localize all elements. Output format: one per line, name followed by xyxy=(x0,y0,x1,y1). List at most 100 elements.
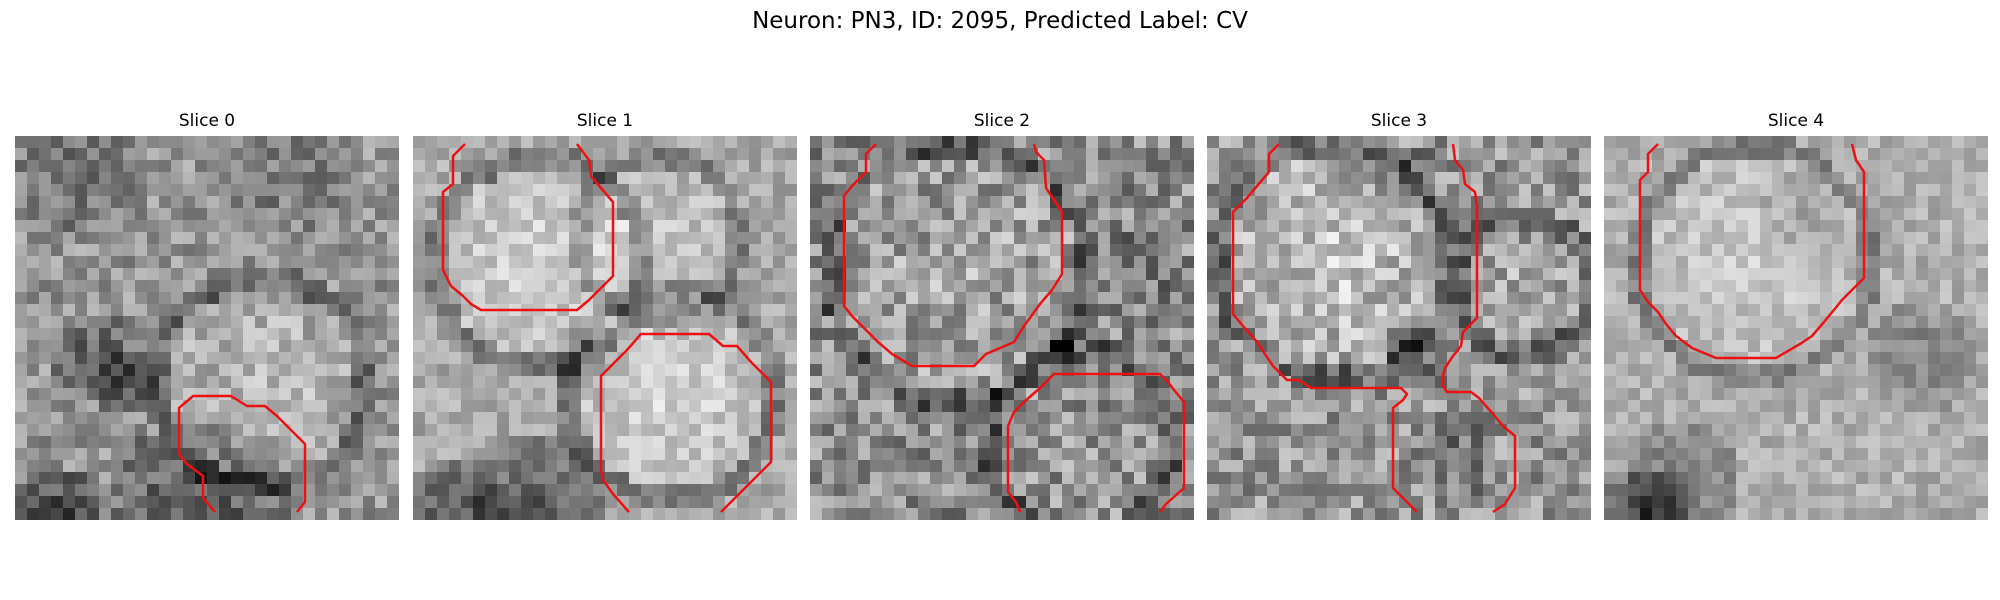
pixel xyxy=(99,268,111,280)
pixel xyxy=(569,184,581,196)
pixel xyxy=(761,340,773,352)
pixel xyxy=(749,388,761,400)
pixel xyxy=(737,208,749,220)
pixel xyxy=(1640,232,1652,244)
pixel xyxy=(1519,184,1531,196)
pixel xyxy=(629,364,641,376)
pixel xyxy=(75,448,87,460)
pixel xyxy=(1207,412,1219,424)
pixel xyxy=(1038,256,1050,268)
pixel xyxy=(1158,268,1170,280)
pixel xyxy=(1880,196,1892,208)
pixel xyxy=(1038,172,1050,184)
pixel xyxy=(1351,244,1363,256)
pixel xyxy=(569,256,581,268)
pixel xyxy=(1964,340,1976,352)
pixel xyxy=(822,172,834,184)
pixel xyxy=(725,208,737,220)
pixel xyxy=(569,220,581,232)
pixel xyxy=(303,340,315,352)
pixel xyxy=(1772,244,1784,256)
pixel xyxy=(1315,244,1327,256)
pixel xyxy=(1964,136,1976,148)
pixel xyxy=(1676,400,1688,412)
pixel xyxy=(111,460,123,472)
pixel xyxy=(1964,220,1976,232)
pixel xyxy=(473,364,485,376)
pixel xyxy=(1519,256,1531,268)
pixel xyxy=(123,352,135,364)
pixel xyxy=(1255,400,1267,412)
pixel xyxy=(1315,364,1327,376)
pixel xyxy=(123,460,135,472)
pixel xyxy=(39,496,51,508)
pixel xyxy=(291,496,303,508)
pixel xyxy=(870,424,882,436)
pixel xyxy=(810,328,822,340)
pixel xyxy=(1327,484,1339,496)
pixel xyxy=(1760,172,1772,184)
pixel xyxy=(1375,292,1387,304)
pixel xyxy=(1700,448,1712,460)
pixel xyxy=(1255,160,1267,172)
pixel xyxy=(1423,184,1435,196)
pixel xyxy=(1784,280,1796,292)
pixel xyxy=(1531,232,1543,244)
pixel xyxy=(978,244,990,256)
pixel xyxy=(63,220,75,232)
pixel xyxy=(15,424,27,436)
pixel xyxy=(1315,136,1327,148)
pixel xyxy=(701,280,713,292)
pixel xyxy=(1375,400,1387,412)
pixel xyxy=(159,136,171,148)
pixel xyxy=(1664,460,1676,472)
pixel xyxy=(51,472,63,484)
pixel xyxy=(1604,136,1616,148)
pixel xyxy=(303,304,315,316)
pixel xyxy=(75,244,87,256)
pixel xyxy=(1832,364,1844,376)
pixel xyxy=(1928,328,1940,340)
pixel xyxy=(689,148,701,160)
pixel xyxy=(1014,148,1026,160)
pixel xyxy=(27,136,39,148)
pixel xyxy=(1327,364,1339,376)
pixel xyxy=(1664,448,1676,460)
pixel xyxy=(1134,316,1146,328)
pixel xyxy=(725,400,737,412)
pixel xyxy=(1724,184,1736,196)
contour-line xyxy=(842,143,1064,368)
pixel xyxy=(1952,136,1964,148)
pixel xyxy=(1158,232,1170,244)
pixel xyxy=(375,496,387,508)
pixel xyxy=(894,268,906,280)
pixel xyxy=(1050,376,1062,388)
pixel xyxy=(1688,376,1700,388)
pixel xyxy=(1050,436,1062,448)
pixel xyxy=(894,148,906,160)
pixel xyxy=(303,292,315,304)
pixel xyxy=(906,340,918,352)
pixel xyxy=(1928,340,1940,352)
pixel xyxy=(785,448,797,460)
pixel xyxy=(147,148,159,160)
pixel xyxy=(207,292,219,304)
pixel xyxy=(425,316,437,328)
pixel xyxy=(978,232,990,244)
pixel xyxy=(1255,184,1267,196)
pixel xyxy=(51,160,63,172)
pixel xyxy=(1122,484,1134,496)
pixel xyxy=(1844,232,1856,244)
pixel xyxy=(219,340,231,352)
pixel xyxy=(27,208,39,220)
pixel xyxy=(1243,280,1255,292)
pixel xyxy=(27,436,39,448)
pixel xyxy=(1868,412,1880,424)
pixel xyxy=(1447,328,1459,340)
pixel xyxy=(1952,280,1964,292)
pixel xyxy=(1652,400,1664,412)
pixel xyxy=(135,340,147,352)
pixel xyxy=(1219,316,1231,328)
pixel xyxy=(1916,148,1928,160)
pixel xyxy=(111,376,123,388)
